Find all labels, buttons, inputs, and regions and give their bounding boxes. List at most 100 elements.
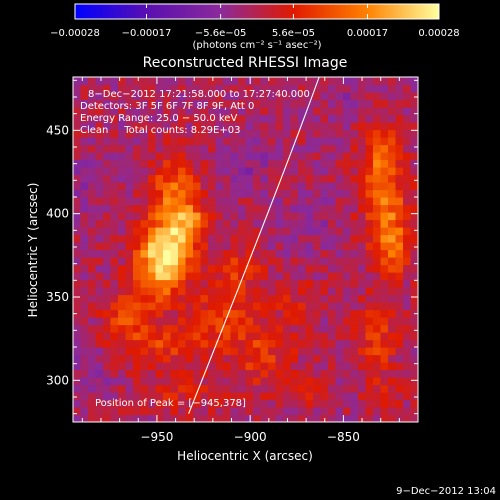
image-cell	[95, 167, 104, 176]
image-cell	[110, 399, 119, 408]
image-cell	[223, 212, 232, 221]
image-cell	[365, 114, 374, 123]
image-cell	[73, 159, 82, 168]
image-cell	[200, 99, 209, 108]
image-cell	[230, 332, 239, 341]
image-cell	[170, 272, 179, 281]
image-cell	[395, 107, 404, 116]
image-cell	[125, 189, 134, 198]
image-cell	[193, 137, 202, 146]
image-cell	[238, 414, 247, 422]
image-cell	[73, 407, 82, 416]
image-cell	[185, 189, 194, 198]
image-cell	[103, 317, 112, 326]
image-cell	[253, 182, 262, 191]
image-cell	[110, 152, 119, 161]
image-cell	[230, 354, 239, 363]
image-cell	[73, 339, 82, 348]
image-cell	[215, 167, 224, 176]
image-cell	[410, 279, 418, 288]
image-cell	[260, 339, 269, 348]
image-cell	[388, 219, 397, 228]
image-cell	[410, 219, 418, 228]
image-cell	[140, 354, 149, 363]
image-cell	[245, 122, 254, 131]
image-cell	[260, 189, 269, 198]
image-cell	[373, 399, 382, 408]
image-cell	[95, 77, 104, 86]
image-cell	[328, 354, 337, 363]
image-cell	[410, 144, 418, 153]
image-cell	[335, 114, 344, 123]
image-cell	[170, 369, 179, 378]
image-cell	[230, 384, 239, 393]
image-cell	[328, 392, 337, 401]
image-cell	[163, 84, 172, 93]
image-cell	[275, 122, 284, 131]
image-cell	[125, 369, 134, 378]
image-cell	[283, 92, 292, 101]
image-cell	[395, 392, 404, 401]
image-cell	[95, 309, 104, 318]
image-cell	[365, 332, 374, 341]
image-cell	[328, 197, 337, 206]
image-cell	[245, 362, 254, 371]
image-cell	[395, 302, 404, 311]
image-cell	[343, 249, 352, 258]
image-cell	[110, 354, 119, 363]
image-cell	[95, 84, 104, 93]
image-cell	[358, 114, 367, 123]
image-cell	[223, 332, 232, 341]
image-cell	[373, 377, 382, 386]
image-cell	[275, 204, 284, 213]
image-cell	[373, 264, 382, 273]
image-cell	[245, 77, 254, 86]
image-cell	[328, 264, 337, 273]
image-cell	[260, 294, 269, 303]
image-cell	[290, 99, 299, 108]
image-cell	[260, 369, 269, 378]
image-cell	[140, 272, 149, 281]
image-cell	[110, 317, 119, 326]
image-cell	[275, 92, 284, 101]
image-cell	[193, 407, 202, 416]
image-cell	[410, 129, 418, 138]
image-cell	[320, 99, 329, 108]
image-cell	[170, 249, 179, 258]
image-cell	[185, 249, 194, 258]
image-cell	[185, 219, 194, 228]
image-cell	[365, 167, 374, 176]
image-cell	[178, 174, 187, 183]
image-cell	[73, 317, 82, 326]
image-cell	[403, 362, 412, 371]
y-tick-label: 300	[46, 373, 69, 387]
image-cell	[185, 197, 194, 206]
image-cell	[238, 212, 247, 221]
image-cell	[230, 144, 239, 153]
image-cell	[320, 189, 329, 198]
image-cell	[193, 249, 202, 258]
image-cell	[313, 99, 322, 108]
image-cell	[155, 174, 164, 183]
image-cell	[358, 219, 367, 228]
image-cell	[223, 144, 232, 153]
image-cell	[380, 174, 389, 183]
image-cell	[373, 114, 382, 123]
image-cell	[380, 189, 389, 198]
image-cell	[350, 212, 359, 221]
image-cell	[358, 369, 367, 378]
image-cell	[275, 182, 284, 191]
image-cell	[395, 279, 404, 288]
image-cell	[230, 92, 239, 101]
image-cell	[140, 369, 149, 378]
image-cell	[103, 159, 112, 168]
image-cell	[358, 302, 367, 311]
image-cell	[118, 189, 127, 198]
image-cell	[185, 287, 194, 296]
image-cell	[365, 249, 374, 258]
image-cell	[125, 219, 134, 228]
image-cell	[305, 362, 314, 371]
image-cell	[388, 309, 397, 318]
image-cell	[133, 362, 142, 371]
image-cell	[410, 302, 418, 311]
